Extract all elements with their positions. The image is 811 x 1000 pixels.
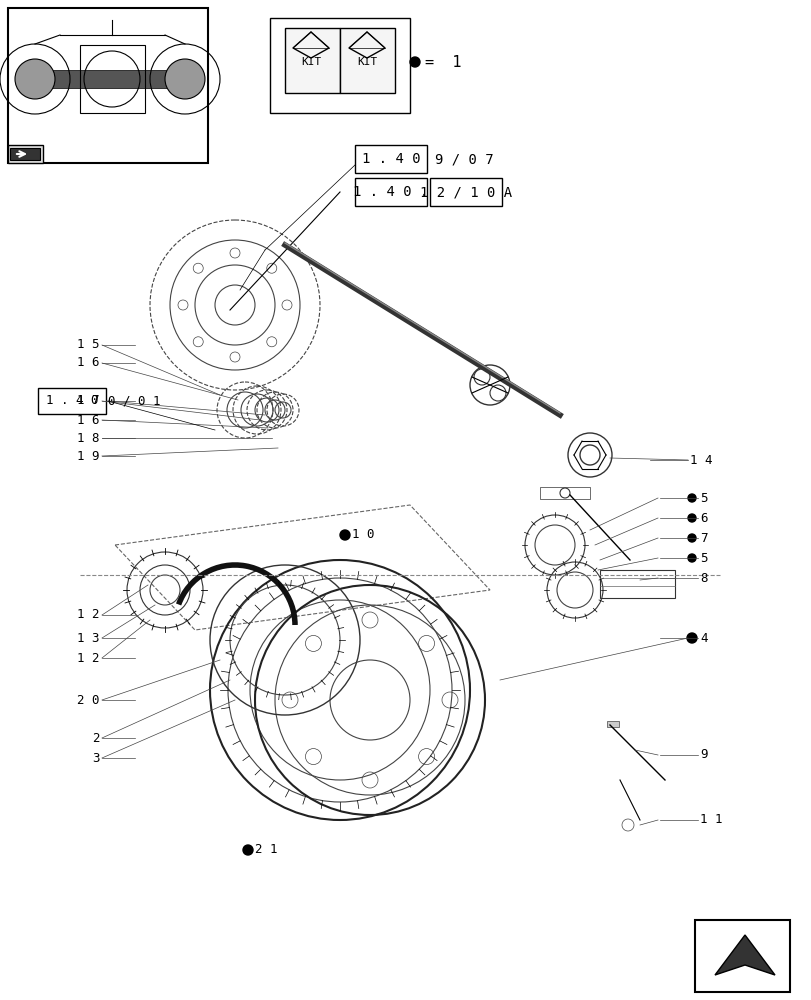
Text: 1 2: 1 2 (77, 652, 100, 664)
Text: 1 3: 1 3 (77, 632, 100, 645)
Text: 3: 3 (92, 752, 100, 764)
Text: 7: 7 (699, 532, 706, 544)
Polygon shape (714, 935, 774, 975)
Bar (10, 148, 40, 160)
Text: 1 . 4 0 .: 1 . 4 0 . (353, 185, 428, 199)
Bar (8, 145, 43, 163)
Circle shape (15, 59, 55, 99)
Text: 9 / 0 7: 9 / 0 7 (435, 152, 493, 166)
Bar (354, 145, 427, 173)
Text: 4: 4 (699, 632, 706, 645)
Circle shape (410, 57, 419, 67)
Text: 5: 5 (699, 491, 706, 504)
Text: 1 5: 1 5 (77, 338, 100, 352)
Text: 2 0: 2 0 (77, 694, 100, 706)
Bar (694, 920, 789, 992)
Text: 1 9: 1 9 (77, 450, 100, 462)
Circle shape (687, 634, 695, 642)
Circle shape (242, 845, 253, 855)
Text: 8: 8 (699, 572, 706, 584)
Circle shape (687, 494, 695, 502)
Bar (38, 388, 106, 414)
Bar (539, 487, 590, 499)
Text: 1 8: 1 8 (77, 432, 100, 444)
Text: KIT: KIT (357, 57, 376, 67)
Text: 1 2 / 1 0 A: 1 2 / 1 0 A (419, 185, 512, 199)
Text: 2 1: 2 1 (255, 843, 277, 856)
Circle shape (165, 59, 204, 99)
Bar (599, 570, 674, 598)
Text: 2: 2 (92, 732, 100, 744)
Text: 1 2: 1 2 (77, 608, 100, 621)
Bar (80, 45, 145, 113)
Text: 9: 9 (699, 748, 706, 762)
Text: KIT: KIT (301, 57, 320, 67)
Bar (270, 18, 410, 113)
Text: 1 4: 1 4 (689, 454, 711, 466)
Circle shape (340, 530, 350, 540)
Circle shape (687, 554, 695, 562)
Text: 5: 5 (699, 552, 706, 564)
Text: 1 6: 1 6 (77, 414, 100, 426)
Bar (8, 8, 208, 163)
Bar (430, 178, 501, 206)
Text: 1 . 4 0: 1 . 4 0 (45, 394, 98, 408)
Circle shape (686, 633, 696, 643)
Text: 0 / 0 1: 0 / 0 1 (108, 394, 161, 408)
Text: =  1: = 1 (424, 55, 461, 70)
Text: 1 0: 1 0 (351, 528, 374, 542)
Text: 1 6: 1 6 (77, 357, 100, 369)
Text: 1 7: 1 7 (77, 394, 100, 408)
Bar (20, 70, 195, 88)
Bar (607, 721, 618, 727)
Bar (354, 178, 427, 206)
Text: 6: 6 (699, 512, 706, 524)
Bar (340, 28, 394, 93)
Bar (285, 28, 340, 93)
Text: 1 . 4 0: 1 . 4 0 (361, 152, 420, 166)
Circle shape (687, 534, 695, 542)
Circle shape (687, 514, 695, 522)
Text: 1 1: 1 1 (699, 813, 722, 826)
